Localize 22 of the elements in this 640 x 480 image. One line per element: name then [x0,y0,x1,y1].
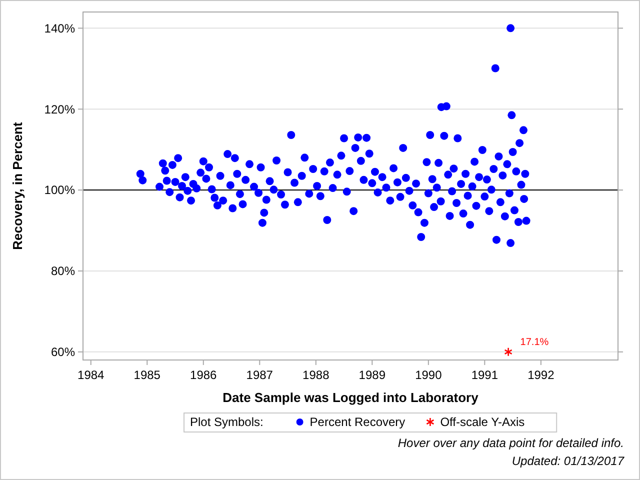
annotation: 17.1% [520,336,549,348]
y-tick-label: 140% [44,21,76,36]
text: Updated: 01/13/2017 [512,454,626,468]
x-tick-label: 1991 [471,368,498,382]
x-tick-label: 1984 [78,368,105,382]
x-tick-label: 1987 [246,368,274,382]
x-tick-label: 1992 [528,368,555,382]
x-tick-label: 1986 [190,368,218,382]
x-axis-title: Date Sample was Logged into Laboratory [222,390,480,405]
x-tick-label: 1990 [415,368,442,382]
x-tick-label: 1989 [358,368,386,382]
x-tick-label: 1988 [302,368,330,382]
text: Hover over any data point for detailed info. [398,436,624,450]
y-axis-title: Recovery, in Percent [10,122,25,250]
legend-label: Percent Recovery [310,415,406,430]
legend-title: Plot Symbols: [190,415,264,430]
legend-label: Off-scale Y-Axis [440,415,525,430]
y-tick-label: 80% [50,264,76,278]
y-tick-label: 120% [44,102,76,116]
y-tick-label: 100% [44,183,76,198]
x-tick-label: 1985 [134,368,161,382]
y-tick-label: 60% [50,345,76,360]
